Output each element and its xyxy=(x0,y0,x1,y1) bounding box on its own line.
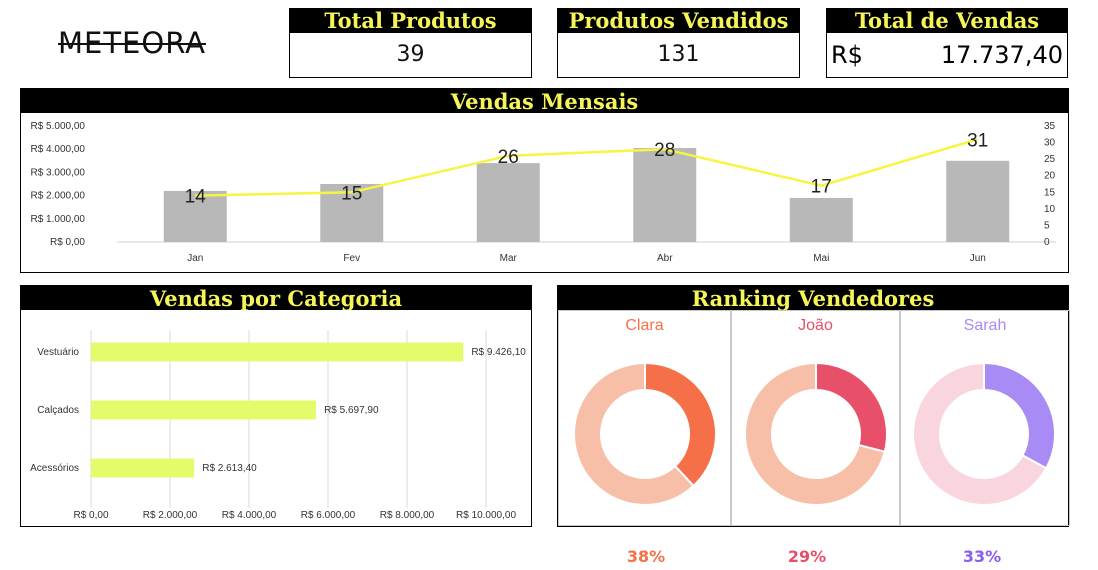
bar-value-label: R$ 9.426,10 xyxy=(471,347,526,358)
kpi-value: 17.737,40 xyxy=(940,41,1063,69)
vendas-mensais-panel: Vendas Mensais R$ 0,00 R$ 1.000,00 R$ 2.00… xyxy=(20,88,1069,273)
category-bar xyxy=(91,400,317,420)
kpi-title: Produtos Vendidos xyxy=(558,9,799,33)
y-tick-label: R$ 1.000,00 xyxy=(31,214,86,225)
y2-tick-label: 15 xyxy=(1044,187,1056,198)
vendas-categoria-title: Vendas por Categoria xyxy=(21,286,531,310)
y2-tick-label: 20 xyxy=(1044,171,1056,182)
seller-name: Sarah xyxy=(963,317,1007,334)
x-tick-label: R$ 2.000,00 xyxy=(143,510,198,521)
joao-percent: 29% xyxy=(787,547,827,566)
donut-remainder xyxy=(573,361,696,506)
donut-share-slice xyxy=(815,361,888,453)
monthly-bar xyxy=(163,190,227,242)
x-tick-label: Abr xyxy=(657,253,673,264)
seller-name: Clara xyxy=(625,317,664,334)
kpi-value: 39 xyxy=(396,42,425,67)
kpi-value: 131 xyxy=(657,42,700,67)
category-bar xyxy=(91,342,464,362)
category-label: Acessórios xyxy=(30,463,79,474)
clara-donut xyxy=(573,361,717,506)
category-label: Vestuário xyxy=(37,347,79,358)
x-tick-label: R$ 8.000,00 xyxy=(380,510,435,521)
y-tick-label: R$ 0,00 xyxy=(50,237,85,248)
donut-remainder xyxy=(744,361,886,506)
rank-cell-joao: João xyxy=(731,310,900,526)
kpi-produtos-vendidos: Produtos Vendidos 131 xyxy=(557,8,800,78)
monthly-bar xyxy=(946,160,1010,242)
kpi-total-vendas: Total de Vendas R$ 17.737,40 xyxy=(826,8,1068,78)
ranking-title: Ranking Vendedores xyxy=(558,286,1068,310)
y2-tick-label: 35 xyxy=(1044,121,1056,132)
quantity-data-label: 17 xyxy=(811,177,832,198)
category-label: Calçados xyxy=(37,405,79,416)
sarah-percent: 33% xyxy=(962,547,1002,566)
rank-cell-clara: Clara xyxy=(558,310,731,526)
x-tick-label: Mai xyxy=(813,253,829,264)
vendas-mensais-title: Vendas Mensais xyxy=(21,89,1068,113)
category-bar xyxy=(91,458,195,478)
donut-share-slice xyxy=(983,361,1056,470)
joao-donut xyxy=(744,361,888,506)
quantity-data-label: 26 xyxy=(498,147,519,168)
donut-remainder xyxy=(912,361,1048,506)
y2-tick-label: 0 xyxy=(1044,237,1050,248)
y2-tick-label: 30 xyxy=(1044,138,1056,149)
seller-name: João xyxy=(798,317,833,334)
monthly-bar xyxy=(633,148,697,242)
vendas-categoria-panel: Vendas por Categoria R$ 0,00 R$ 2.000,00 R… xyxy=(20,285,532,527)
quantity-line xyxy=(195,138,979,197)
kpi-currency: R$ xyxy=(831,41,863,69)
rank-cell-sarah: Sarah xyxy=(900,310,1070,526)
monthly-bar xyxy=(789,197,853,242)
ranking-panel: Ranking Vendedores Clara João Sarah xyxy=(557,285,1070,527)
x-tick-label: Fev xyxy=(343,253,360,264)
vendas-categoria-chart: R$ 0,00 R$ 2.000,00 R$ 4.000,00 R$ 6.000,00… xyxy=(30,330,526,521)
sarah-donut xyxy=(912,361,1056,506)
kpi-title: Total de Vendas xyxy=(827,9,1067,33)
x-tick-label: Mar xyxy=(500,253,518,264)
monthly-bar xyxy=(476,163,540,242)
vendas-mensais-chart: R$ 0,00 R$ 1.000,00 R$ 2.000,00 R$ 3.000,00… xyxy=(31,121,1056,264)
quantity-data-label: 14 xyxy=(185,187,207,208)
y-tick-label: R$ 3.000,00 xyxy=(31,167,86,178)
kpi-total-produtos: Total Produtos 39 xyxy=(289,8,532,78)
x-tick-label: R$ 0,00 xyxy=(73,510,108,521)
quantity-data-label: 28 xyxy=(654,140,675,161)
x-tick-label: R$ 4.000,00 xyxy=(222,510,277,521)
y-tick-label: R$ 5.000,00 xyxy=(31,121,86,132)
x-tick-label: R$ 10.000,00 xyxy=(456,510,516,521)
clara-percent: 38% xyxy=(626,547,666,566)
y2-tick-label: 25 xyxy=(1044,154,1056,165)
x-tick-label: Jan xyxy=(187,253,203,264)
quantity-data-label: 15 xyxy=(341,183,362,204)
bar-value-label: R$ 2.613,40 xyxy=(202,463,257,474)
y-tick-label: R$ 4.000,00 xyxy=(31,144,86,155)
donut-share-slice xyxy=(644,361,717,488)
kpi-title: Total Produtos xyxy=(290,9,531,33)
logo: METEORA xyxy=(58,26,207,60)
x-tick-label: Jun xyxy=(970,253,986,264)
y-tick-label: R$ 2.000,00 xyxy=(31,191,86,202)
bar-value-label: R$ 5.697,90 xyxy=(324,405,379,416)
y2-tick-label: 10 xyxy=(1044,204,1056,215)
x-tick-label: R$ 6.000,00 xyxy=(301,510,356,521)
y2-tick-label: 5 xyxy=(1044,220,1050,231)
quantity-data-label: 31 xyxy=(967,130,988,151)
